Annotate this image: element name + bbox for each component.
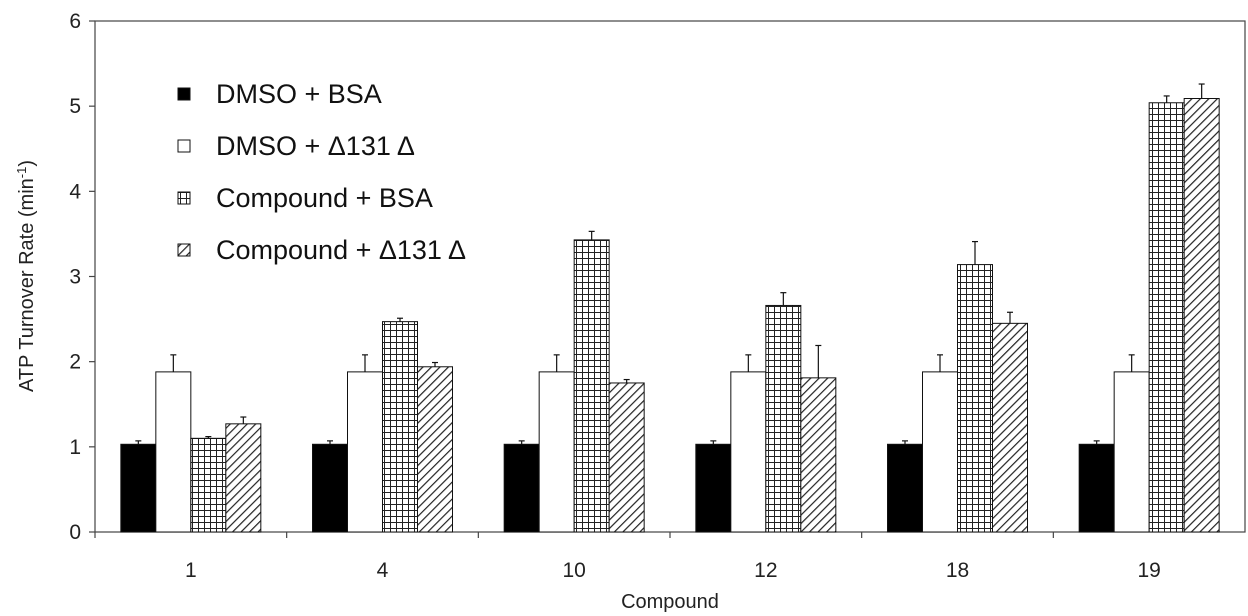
legend-label-1: DMSO + BSA (216, 79, 382, 109)
bar-series-2-cat-18 (922, 371, 958, 533)
bar-series-1-cat-1 (120, 443, 157, 533)
legend-swatch-4 (177, 243, 191, 257)
y-tick-label: 4 (69, 180, 81, 203)
bar-series-4-cat-19 (1183, 98, 1220, 533)
x-tick-label: 4 (377, 559, 389, 582)
bar-series-3-cat-4 (382, 321, 418, 533)
legend-label-3: Compound + BSA (216, 183, 433, 213)
x-tick-label: 1 (185, 559, 197, 582)
x-tick-label: 19 (1137, 559, 1160, 582)
bar-series-4-cat-1 (225, 423, 262, 533)
x-axis: 1 4 10 12 18 19 (94, 532, 1161, 582)
y-tick-label: 3 (69, 266, 81, 289)
bar-series-3-cat-18 (957, 264, 993, 533)
y-tick-label: 1 (69, 436, 81, 459)
y-tick-label: 0 (69, 521, 81, 544)
bar-series-4-cat-18 (992, 322, 1028, 533)
bar-series-4-cat-4 (417, 366, 453, 533)
y-axis-title-main: ATP Turnover Rate (min (16, 178, 38, 392)
y-axis: 0 1 2 3 4 5 6 (69, 10, 95, 544)
bar-series-1-cat-10 (503, 443, 540, 533)
x-axis-title: Compound (621, 591, 719, 613)
legend: DMSO + BSA DMSO + Δ131 Δ Compound + BSA Com… (177, 79, 466, 265)
legend-label-2: DMSO + Δ131 Δ (216, 131, 415, 161)
bar-series-3-cat-12 (765, 304, 802, 533)
bar-series-4-cat-10 (608, 382, 645, 533)
y-axis-title: ATP Turnover Rate (min-1) (14, 160, 38, 392)
x-tick-label: 12 (754, 559, 777, 582)
legend-swatch-2 (177, 139, 191, 153)
x-tick-label: 10 (562, 559, 585, 582)
bar-series-4-cat-12 (800, 377, 837, 533)
bar-series-1-cat-12 (695, 443, 732, 533)
bar-series-3-cat-10 (573, 239, 610, 533)
bar-series-1-cat-18 (887, 443, 923, 533)
bar-series-1-cat-19 (1078, 443, 1115, 533)
legend-label-4: Compound + Δ131 Δ (216, 235, 466, 265)
y-tick-label: 5 (69, 95, 81, 118)
bar-series-3-cat-1 (190, 437, 227, 533)
legend-swatch-1 (177, 87, 191, 101)
bars-layer (120, 98, 1220, 533)
error-bars-layer (135, 83, 1205, 445)
bar-series-2-cat-10 (538, 371, 575, 533)
y-tick-label: 2 (69, 351, 81, 374)
y-tick-label: 6 (69, 10, 81, 33)
bar-series-2-cat-4 (347, 371, 383, 533)
x-tick-label: 18 (946, 559, 969, 582)
bar-series-2-cat-19 (1113, 371, 1150, 533)
bar-series-2-cat-12 (730, 371, 767, 533)
bar-series-2-cat-1 (155, 371, 192, 533)
y-axis-title-sup: -1 (14, 167, 29, 179)
legend-swatch-3 (177, 191, 191, 205)
y-axis-title-end: ) (16, 160, 38, 167)
bar-series-3-cat-19 (1148, 102, 1185, 533)
bar-series-1-cat-4 (312, 443, 348, 533)
